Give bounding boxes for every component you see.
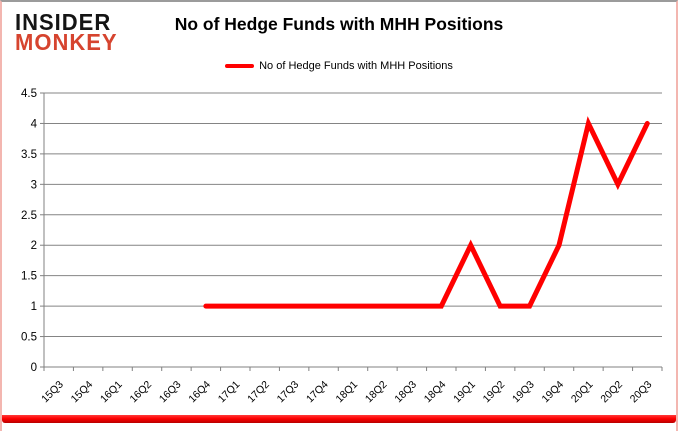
y-axis-label: 0 [31,362,37,374]
x-axis-label: 17Q4 [304,379,331,406]
x-axis-label: 16Q1 [98,379,125,406]
series-line [203,116,650,309]
legend-line-marker-icon [225,64,255,68]
chart-title: No of Hedge Funds with MHH Positions [174,14,504,34]
y-axis-label: 4 [31,118,38,130]
insider-monkey-logo: INSIDER MONKEY [15,8,118,56]
y-axis-label: 2 [31,240,37,252]
y-axis-label: 0.5 [21,332,37,344]
x-axis-label: 17Q1 [216,379,243,406]
x-axis-label: 19Q3 [510,379,537,406]
y-axis-label: 1 [31,301,37,313]
x-axis-label: 16Q2 [127,379,154,406]
x-axis-label: 17Q2 [245,379,272,406]
x-axis-label: 19Q2 [481,379,508,406]
bottom-red-divider [2,415,676,423]
logo-text-monkey: MONKEY [15,29,118,56]
x-axis-label: 19Q4 [539,379,566,406]
x-axis-label: 18Q3 [392,379,419,406]
x-axis-label: 20Q2 [598,379,625,406]
x-axis-label: 18Q1 [333,379,360,406]
x-axis-label: 17Q3 [275,379,302,406]
legend: No of Hedge Funds with MHH Positions [2,60,676,72]
logo-text-insider: INSIDER [15,8,112,36]
x-axis-label: 18Q4 [422,379,449,406]
x-axis-label: 15Q4 [69,379,96,406]
y-axis-label: 3.5 [21,149,37,161]
y-axis-label: 1.5 [21,271,37,283]
x-axis-label: 20Q1 [569,379,596,406]
x-axis-label: 15Q3 [39,379,66,406]
y-axis-label: 3 [31,179,37,191]
x-axis-label: 16Q3 [157,379,184,406]
x-axis-label: 19Q1 [451,379,478,406]
y-axis-label: 2.5 [21,210,37,222]
legend-label: No of Hedge Funds with MHH Positions [259,60,453,72]
x-axis-label: 16Q4 [186,379,213,406]
x-axis-label: 18Q2 [363,379,390,406]
y-axis-label: 4.5 [21,88,37,100]
x-axis-label: 20Q3 [628,379,655,406]
